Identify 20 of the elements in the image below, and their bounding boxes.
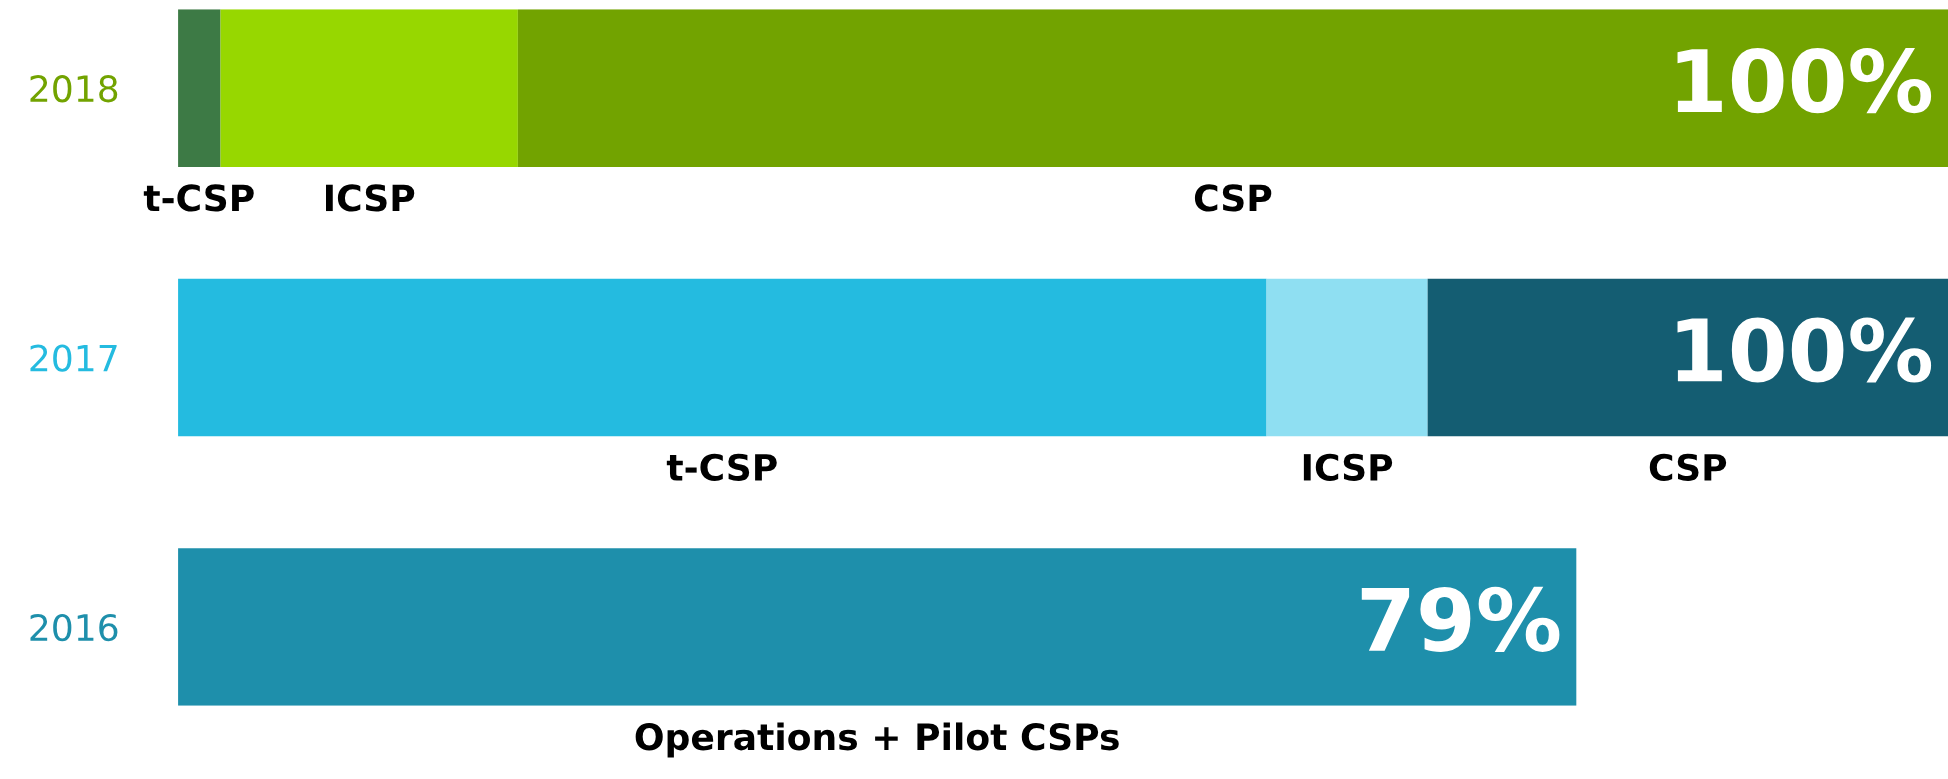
bar	[517, 9, 1948, 167]
y-tick-label: 2018	[30, 75, 118, 103]
text: t-CSP	[143, 184, 254, 212]
series-label: ICSP	[325, 184, 415, 212]
bar	[1427, 278, 1948, 437]
y-tick-label: 2016	[30, 613, 118, 642]
series-label: t-CSP	[666, 453, 777, 481]
y-tick-label: 2017	[30, 344, 117, 372]
bar	[178, 9, 221, 167]
series-label: Operations + Pilot CSPs	[635, 722, 1119, 758]
total-label: 100%	[1677, 48, 1932, 114]
text: CSP	[1649, 453, 1727, 481]
series-label: CSP	[1194, 184, 1272, 212]
total-label: 79%	[1361, 586, 1560, 652]
bar	[220, 9, 518, 167]
bar	[178, 278, 1267, 437]
bar	[178, 548, 1577, 706]
bar	[1266, 278, 1428, 437]
text: ICSP	[1303, 453, 1393, 481]
total-label: 100%	[1677, 317, 1932, 383]
